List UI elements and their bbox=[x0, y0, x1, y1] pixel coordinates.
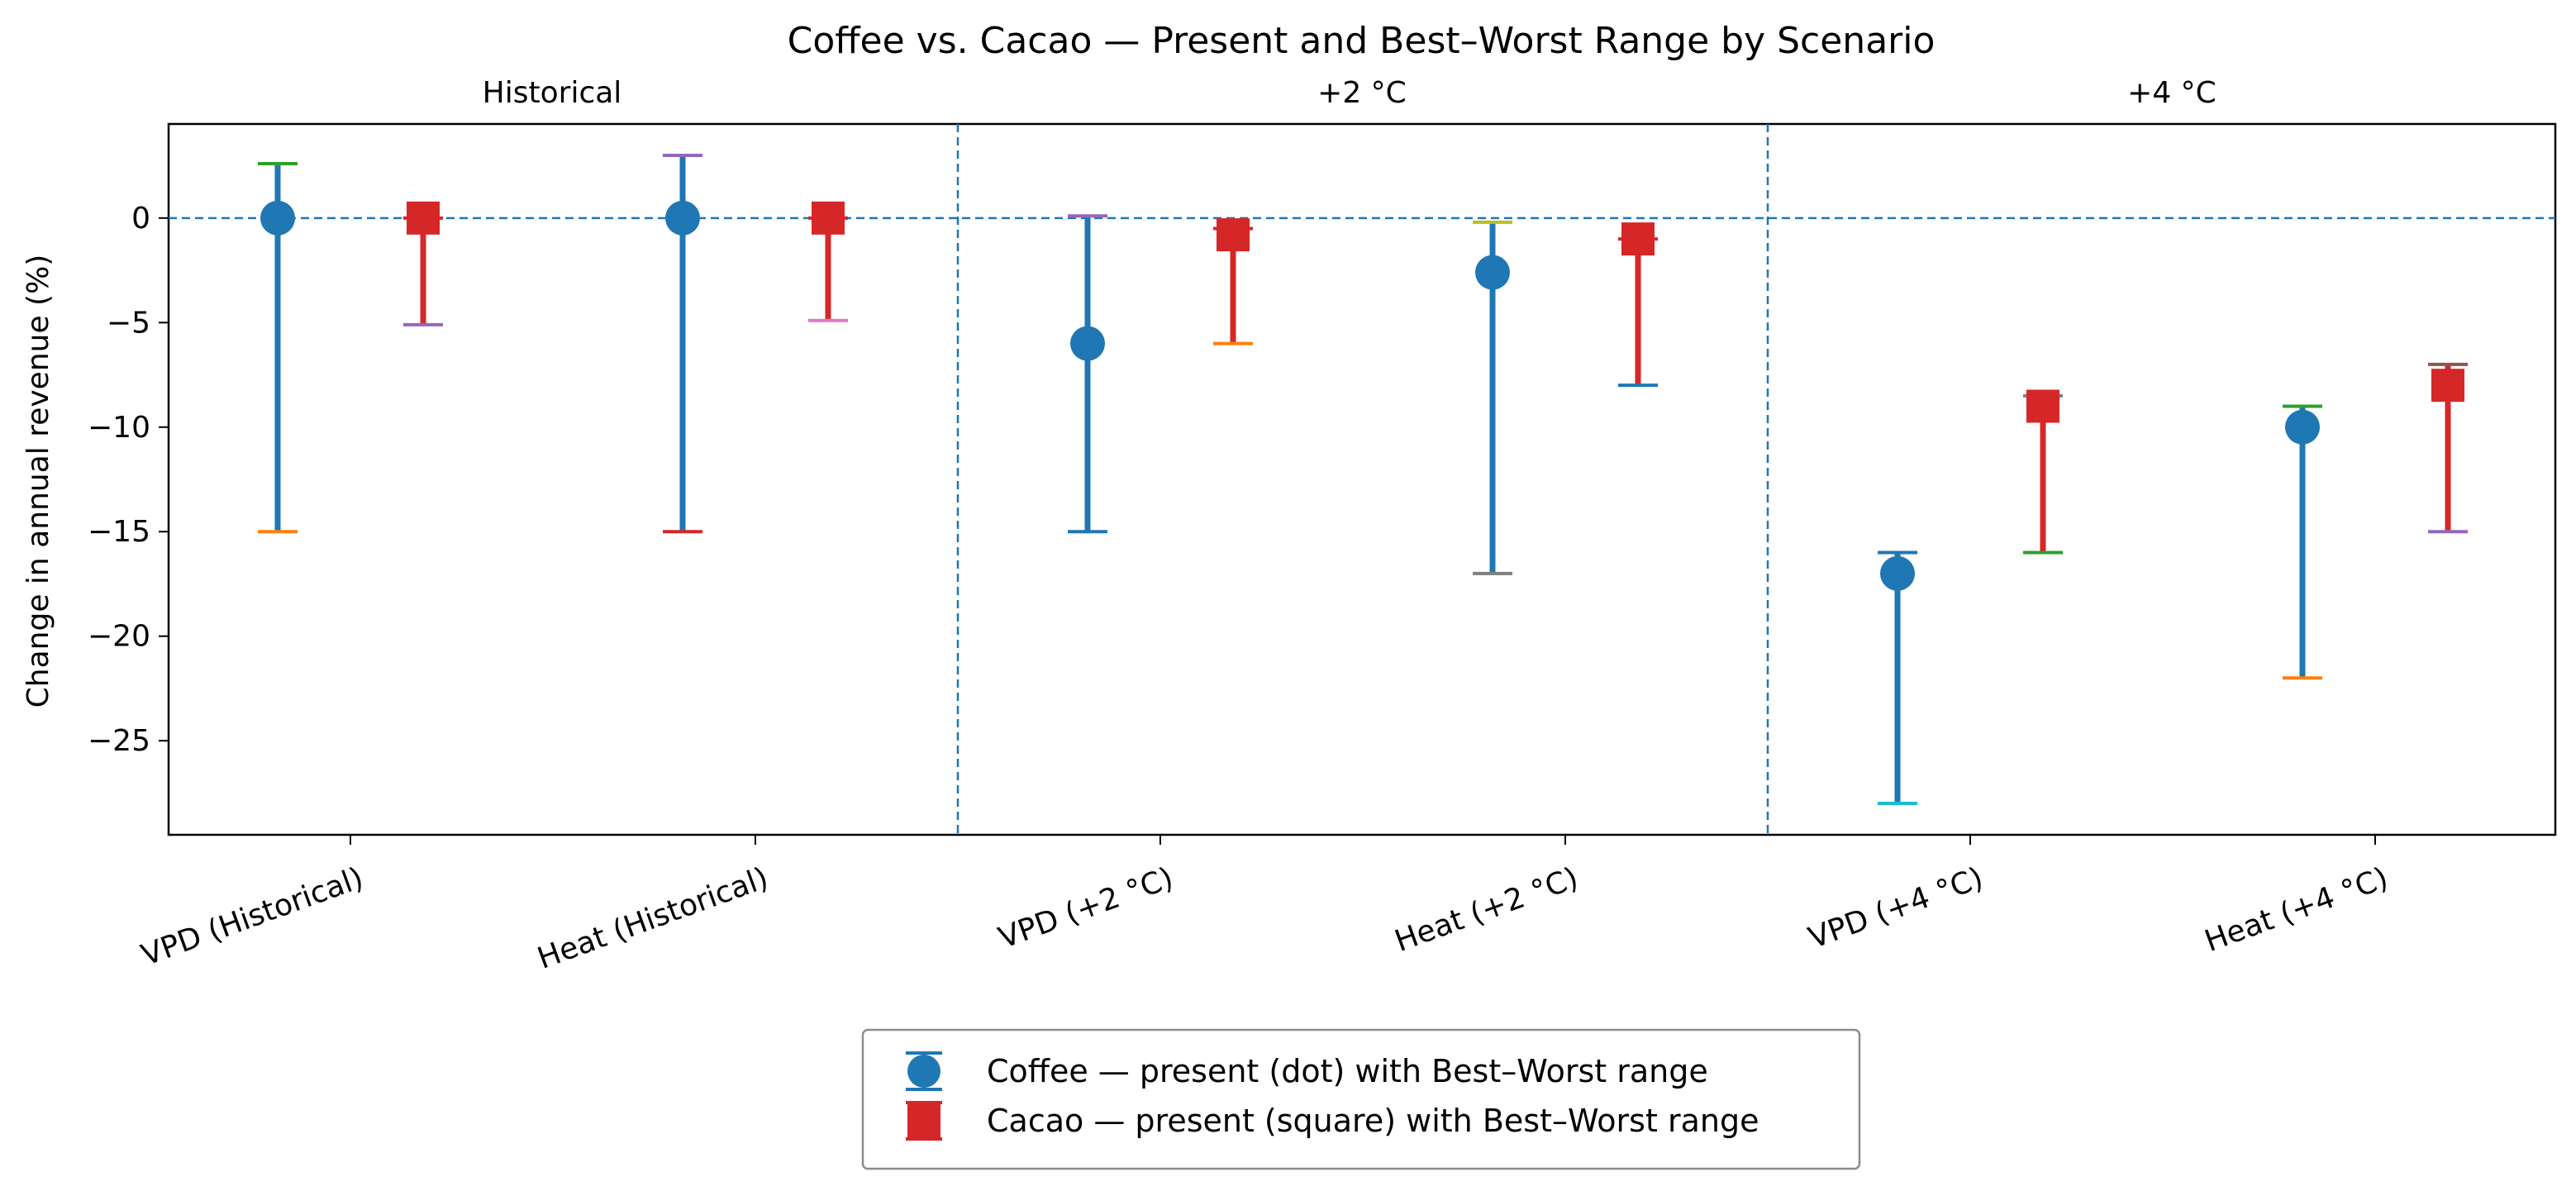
y-axis-label: Change in annual revenue (%) bbox=[21, 255, 55, 708]
y-tick-label: −15 bbox=[88, 515, 150, 549]
coffee-present-dot bbox=[665, 200, 700, 236]
coffee-present-dot bbox=[1475, 255, 1510, 290]
coffee-present-dot bbox=[260, 200, 295, 236]
cacao-present-square bbox=[2026, 389, 2059, 423]
legend-entry-label: Coffee — present (dot) with Best–Worst r… bbox=[987, 1053, 1708, 1089]
coffee-present-dot bbox=[1880, 555, 1915, 591]
cacao-present-square bbox=[812, 201, 845, 235]
legend-box bbox=[861, 1028, 1861, 1170]
panel-label-plus2: +2 °C bbox=[1317, 76, 1407, 110]
y-tick-label: −10 bbox=[88, 411, 150, 445]
cacao-present-square bbox=[407, 201, 440, 235]
panel-label-historical: Historical bbox=[483, 76, 622, 110]
cacao-present-square bbox=[2431, 369, 2464, 403]
y-tick-label: −20 bbox=[88, 620, 150, 654]
legend-marker-square bbox=[907, 1104, 940, 1137]
legend-entry-label: Cacao — present (square) with Best–Worst… bbox=[987, 1103, 1759, 1139]
coffee-present-dot bbox=[1070, 326, 1105, 361]
y-tick-label: 0 bbox=[131, 202, 150, 236]
plot-frame bbox=[167, 122, 2557, 836]
legend: Coffee — present (dot) with Best–Worst r… bbox=[861, 1028, 1861, 1170]
cacao-present-square bbox=[1217, 218, 1250, 252]
panel-label-plus4: +4 °C bbox=[2127, 76, 2217, 110]
coffee-present-dot bbox=[2285, 409, 2320, 445]
y-tick-label: −25 bbox=[88, 724, 150, 758]
y-tick-label: −5 bbox=[107, 306, 150, 340]
cacao-present-square bbox=[1621, 222, 1655, 256]
legend-marker-dot bbox=[907, 1055, 940, 1088]
chart-title: Coffee vs. Cacao — Present and Best–Wors… bbox=[788, 20, 1936, 62]
